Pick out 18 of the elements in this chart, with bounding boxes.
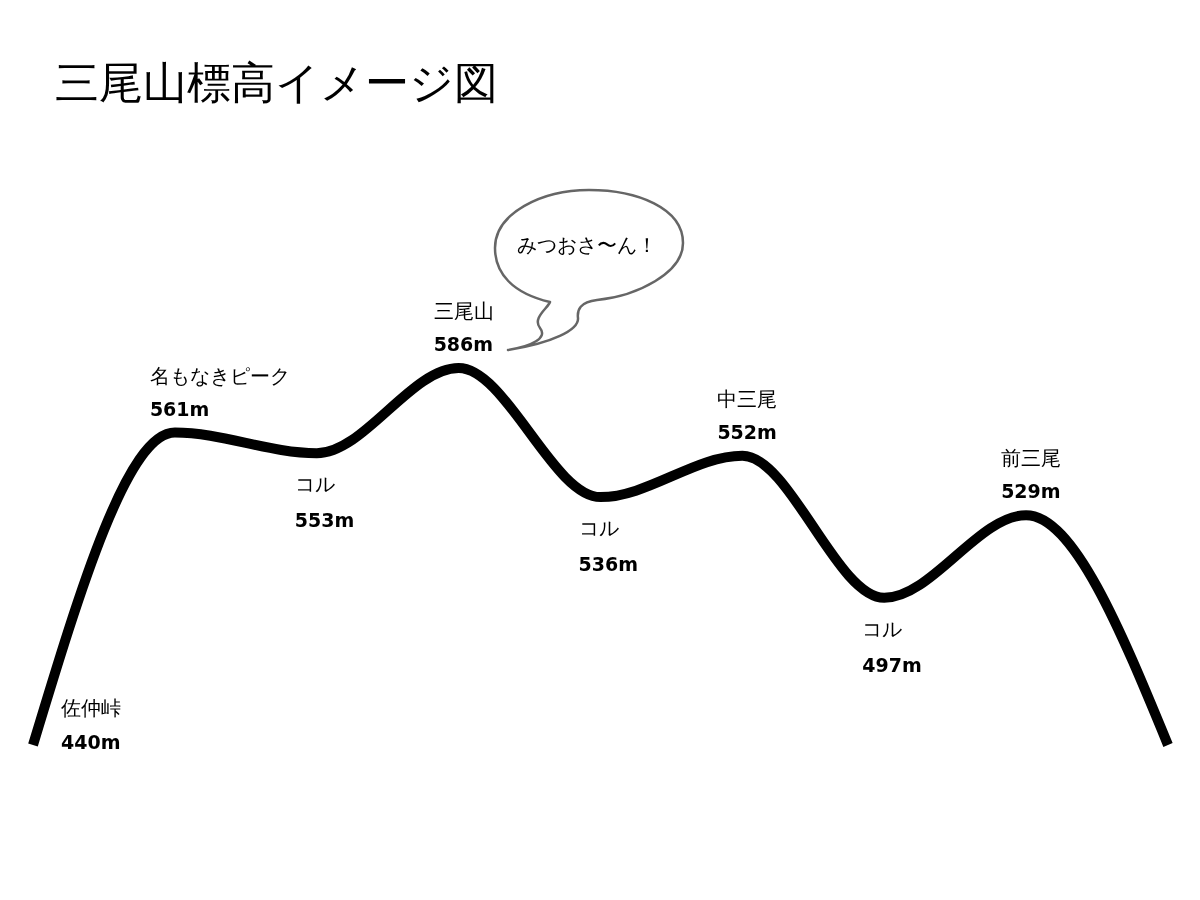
data-label: 586m: [433, 333, 494, 355]
x-tick-label: 中三尾: [717, 386, 778, 411]
data-label: 552m: [717, 420, 777, 443]
chart-title: 三尾山標高イメージ図: [55, 57, 498, 108]
data-label: 553m: [294, 509, 355, 532]
x-tick-label: コル: [294, 472, 335, 497]
x-tick-label: コル: [578, 516, 619, 541]
x-tick-label: 名もなきピーク: [149, 363, 290, 388]
data-label: 440m: [61, 731, 121, 753]
x-tick-label: 三尾山: [433, 299, 494, 323]
x-tick-label: 前三尾: [1001, 446, 1062, 471]
data-label: 497m: [862, 653, 922, 676]
data-label: 536m: [578, 553, 638, 576]
x-tick-label: コル: [862, 616, 903, 641]
data-label: 561m: [149, 397, 210, 420]
data-label: 529m: [1001, 480, 1061, 503]
text: みつおさ〜ん！: [517, 233, 657, 257]
x-tick-label: 佐仲峠: [61, 696, 121, 720]
